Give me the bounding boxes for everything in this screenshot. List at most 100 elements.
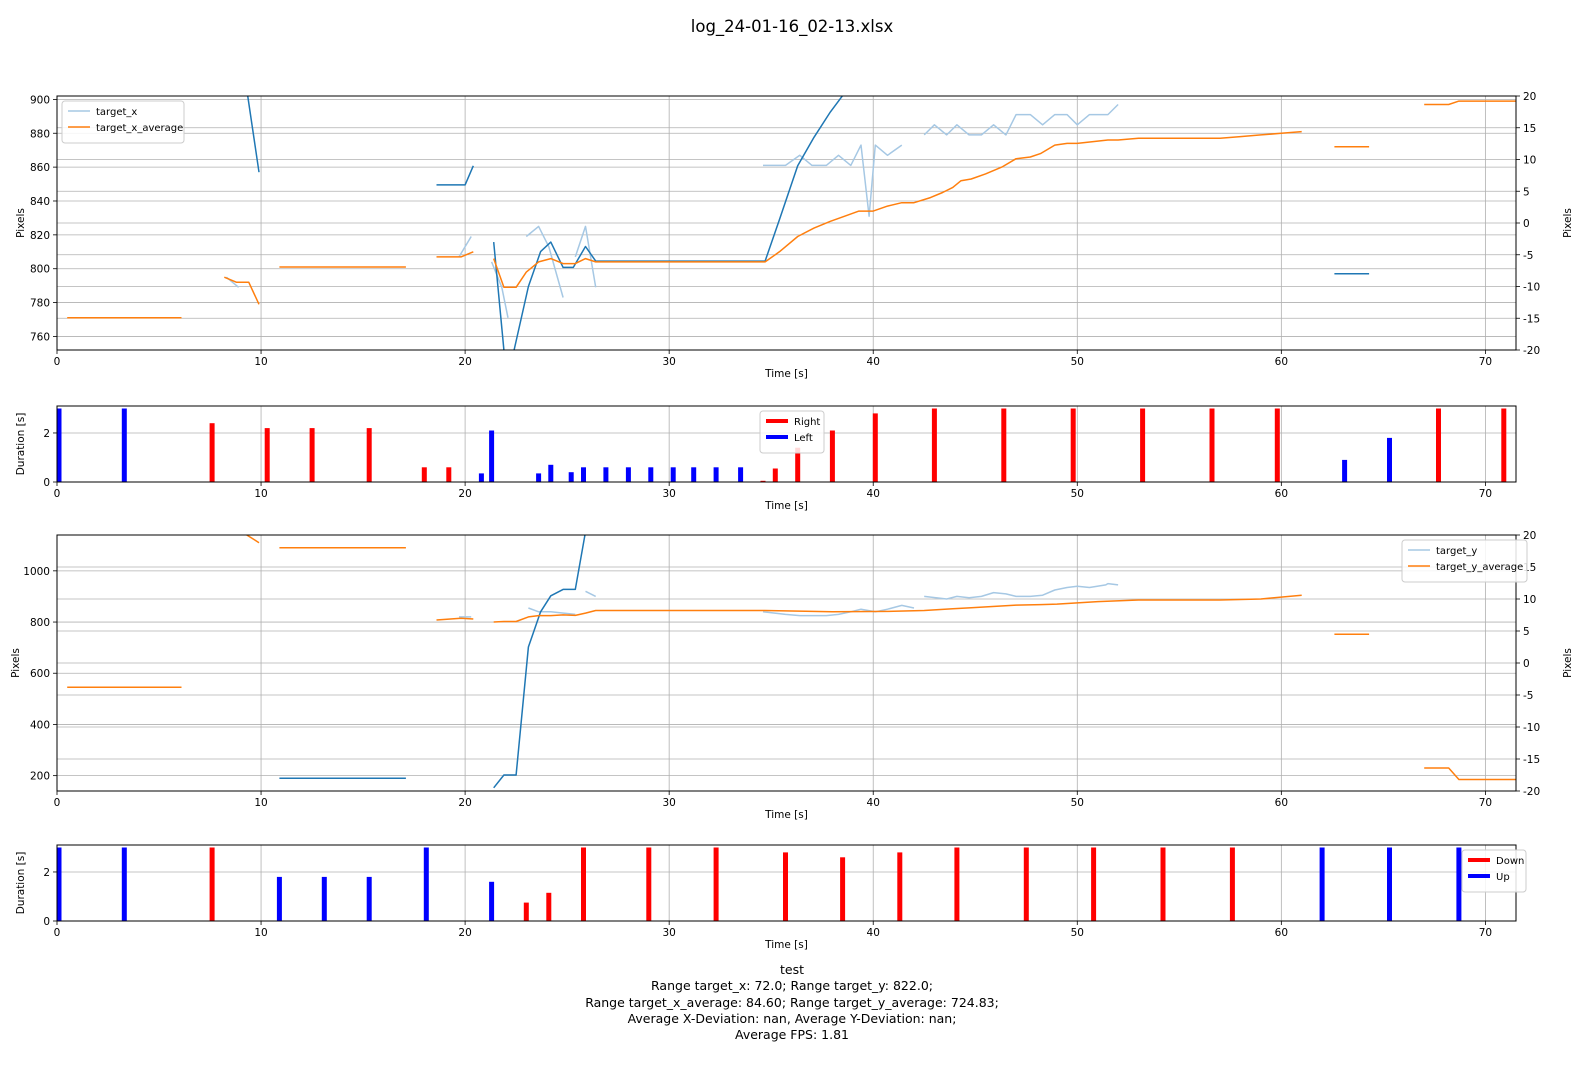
x-tick-label: 0 [54, 927, 61, 939]
summary-fps-line: Average FPS: 1.81 [735, 1027, 849, 1043]
series-line-target_x_blue [436, 165, 474, 186]
bar-down [954, 847, 960, 921]
series-line-target_x_average [224, 276, 260, 305]
bar-down [783, 852, 788, 921]
y-axis-label: Pixels [15, 208, 27, 238]
series-line-target_x_average [436, 251, 474, 258]
x-tick-label: 40 [867, 356, 880, 368]
x-tick-label: 30 [662, 356, 675, 368]
bar-left [603, 467, 609, 482]
x-tick-label: 70 [1479, 356, 1492, 368]
bar-down [523, 902, 529, 921]
bar-right [1209, 408, 1215, 482]
bar-left [648, 467, 654, 482]
y-right-tick-label: 20 [1523, 530, 1536, 542]
legend-label: target_y [1436, 546, 1477, 557]
x-tick-label: 40 [867, 797, 880, 809]
y-right-tick-label: 0 [1523, 218, 1530, 230]
x-tick-label: 50 [1071, 488, 1084, 500]
bar-right [872, 413, 878, 482]
plot-data [67, 96, 1516, 350]
y-tick-label: 880 [30, 128, 50, 140]
y-right-tick-label: 20 [1523, 91, 1536, 103]
bar-left [738, 467, 744, 482]
bar-down [840, 857, 846, 921]
bar-up [121, 847, 127, 921]
bar-right [1501, 408, 1507, 482]
y-right-tick-label: -15 [1523, 313, 1540, 325]
bar-right [1436, 408, 1441, 482]
axes-frame [56, 405, 1517, 483]
bar-left [691, 467, 697, 482]
bar-up [276, 876, 282, 921]
y-right-tick-label: 10 [1523, 594, 1536, 606]
series-line-target_y [924, 582, 1119, 600]
x-tick-label: 10 [254, 927, 267, 939]
legend-label: Right [794, 417, 820, 428]
series-line-target_x_blue [246, 96, 260, 173]
summary-text: test Range target_x: 72.0; Range target_… [0, 962, 1584, 1043]
series-line-target_x [525, 225, 564, 298]
y-tick-label: 800 [30, 264, 50, 276]
y-tick-label: 800 [30, 617, 50, 629]
summary-range-line: Range target_x: 72.0; Range target_y: 82… [651, 978, 933, 994]
series-line-target_y_average [436, 617, 474, 621]
y-right-tick-label: -10 [1523, 722, 1540, 734]
legend: Right Left [759, 410, 825, 454]
y-tick-label: 0 [43, 477, 50, 489]
legend-label: target_x [96, 107, 137, 118]
summary-deviation-line: Average X-Deviation: nan, Average Y-Devi… [627, 1010, 957, 1026]
series-line-target_y_blue [493, 535, 586, 789]
y-axis-label: Duration [s] [15, 852, 27, 915]
bar-up [489, 881, 495, 921]
bar-down [1229, 847, 1235, 921]
x-tick-label: 10 [254, 797, 267, 809]
legend: target_x target_x_average [61, 100, 185, 144]
bar-left [670, 467, 676, 482]
bar-up [57, 847, 62, 921]
x-tick-label: 10 [254, 488, 267, 500]
legend-label: target_y_average [1436, 562, 1523, 573]
grid-lines [56, 95, 1516, 351]
y-right-tick-label: 0 [1523, 658, 1530, 670]
bar-right [1274, 408, 1280, 482]
legend-label: Left [794, 433, 813, 444]
bar-down [546, 892, 552, 921]
y-tick-label: 900 [30, 94, 50, 106]
bar-down [209, 847, 215, 921]
plot-data [57, 408, 1507, 482]
grid-lines [56, 534, 1516, 792]
y-tick-label: 0 [43, 916, 50, 928]
series-line-target_y_average [1424, 767, 1516, 781]
bar-right [829, 430, 835, 482]
y-axis-label: Pixels [10, 648, 22, 678]
legend-label: Up [1496, 872, 1510, 883]
y-right-tick-label: 15 [1523, 123, 1536, 135]
x-axis-label: Time [s] [764, 939, 808, 951]
y-tick-label: 400 [30, 719, 50, 731]
y-right-tick-label: 10 [1523, 155, 1536, 167]
legend: Down Up [1461, 849, 1527, 893]
bar-right [309, 428, 315, 482]
x-tick-label: 30 [662, 488, 675, 500]
bar-up [1387, 847, 1392, 921]
bar-up [1456, 847, 1462, 921]
bar-down [646, 847, 652, 921]
bar-left [121, 408, 127, 482]
series-line-target_x [923, 103, 1119, 136]
series-line-target_y_average [246, 535, 260, 544]
bar-left [57, 408, 62, 482]
x-tick-label: 70 [1479, 797, 1492, 809]
y-right-axis-label: Pixels [1562, 648, 1574, 678]
legend-label: target_x_average [96, 123, 183, 134]
bar-down [1023, 847, 1029, 921]
y-right-tick-label: -10 [1523, 282, 1540, 294]
x-tick-label: 20 [458, 356, 471, 368]
series-line-target_x [490, 261, 509, 318]
series-line-target_x_average [1424, 100, 1516, 106]
series-line-target_x [458, 236, 472, 258]
x-tick-label: 0 [54, 797, 61, 809]
x-tick-label: 0 [54, 488, 61, 500]
